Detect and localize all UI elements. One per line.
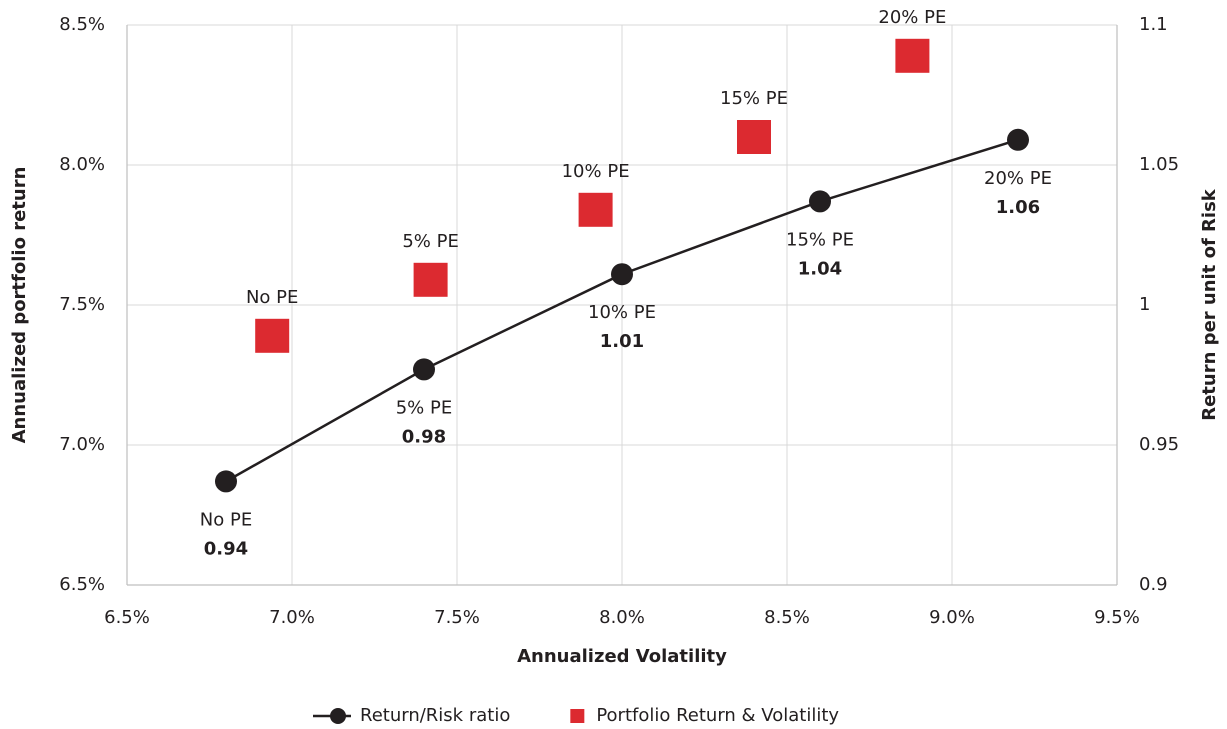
point	[737, 120, 771, 154]
point	[578, 192, 613, 227]
y-axis-title: Annualized portfolio return	[9, 167, 30, 444]
y-tick-label: 6.5%	[59, 574, 105, 595]
x-tick-label: 8.5%	[764, 607, 810, 628]
x-tick-label: 6.5%	[104, 607, 150, 628]
legend-swatch	[570, 709, 585, 723]
y2-tick-label: 1.05	[1139, 154, 1179, 175]
y-tick-label: 7.0%	[59, 434, 105, 455]
y2-axis-title: Return per unit of Risk	[1199, 188, 1220, 421]
legend-label: Return/Risk ratio	[360, 705, 510, 726]
data-label: 1.06	[996, 197, 1040, 218]
legend-swatch	[330, 708, 346, 724]
y-tick-label: 7.5%	[59, 294, 105, 315]
data-label: 1.04	[798, 258, 842, 279]
y2-tick-label: 1	[1139, 294, 1150, 315]
legend-label: Portfolio Return & Volatility	[596, 705, 839, 726]
point-label: 20% PE	[984, 168, 1052, 189]
point-label: 15% PE	[786, 229, 854, 250]
point-label: 10% PE	[588, 302, 656, 323]
data-label: 1.01	[600, 331, 644, 352]
point-label: 5% PE	[402, 231, 459, 252]
x-tick-label: 8.0%	[599, 607, 645, 628]
y-tick-label: 8.5%	[59, 14, 105, 35]
data-label: 0.98	[402, 426, 446, 447]
point	[809, 190, 831, 213]
y2-tick-label: 0.95	[1139, 434, 1179, 455]
point-label: 15% PE	[720, 88, 788, 109]
point	[1007, 128, 1029, 151]
x-tick-label: 9.5%	[1094, 607, 1140, 628]
point-label: 5% PE	[396, 397, 453, 418]
x-tick-label: 9.0%	[929, 607, 975, 628]
x-tick-label: 7.5%	[434, 607, 480, 628]
point-label: 20% PE	[878, 7, 946, 28]
y2-tick-label: 1.1	[1139, 14, 1168, 35]
point-label: No PE	[246, 287, 298, 308]
point	[895, 38, 930, 73]
point-label: 10% PE	[562, 161, 630, 182]
point	[611, 263, 633, 286]
point	[413, 358, 435, 381]
x-tick-label: 7.0%	[269, 607, 315, 628]
data-label: 0.94	[204, 538, 248, 559]
point	[255, 318, 290, 353]
y-tick-label: 8.0%	[59, 154, 105, 175]
point	[413, 262, 448, 297]
point	[215, 470, 237, 493]
point-label: No PE	[200, 509, 252, 530]
x-axis-title: Annualized Volatility	[517, 646, 727, 667]
y2-tick-label: 0.9	[1139, 574, 1168, 595]
